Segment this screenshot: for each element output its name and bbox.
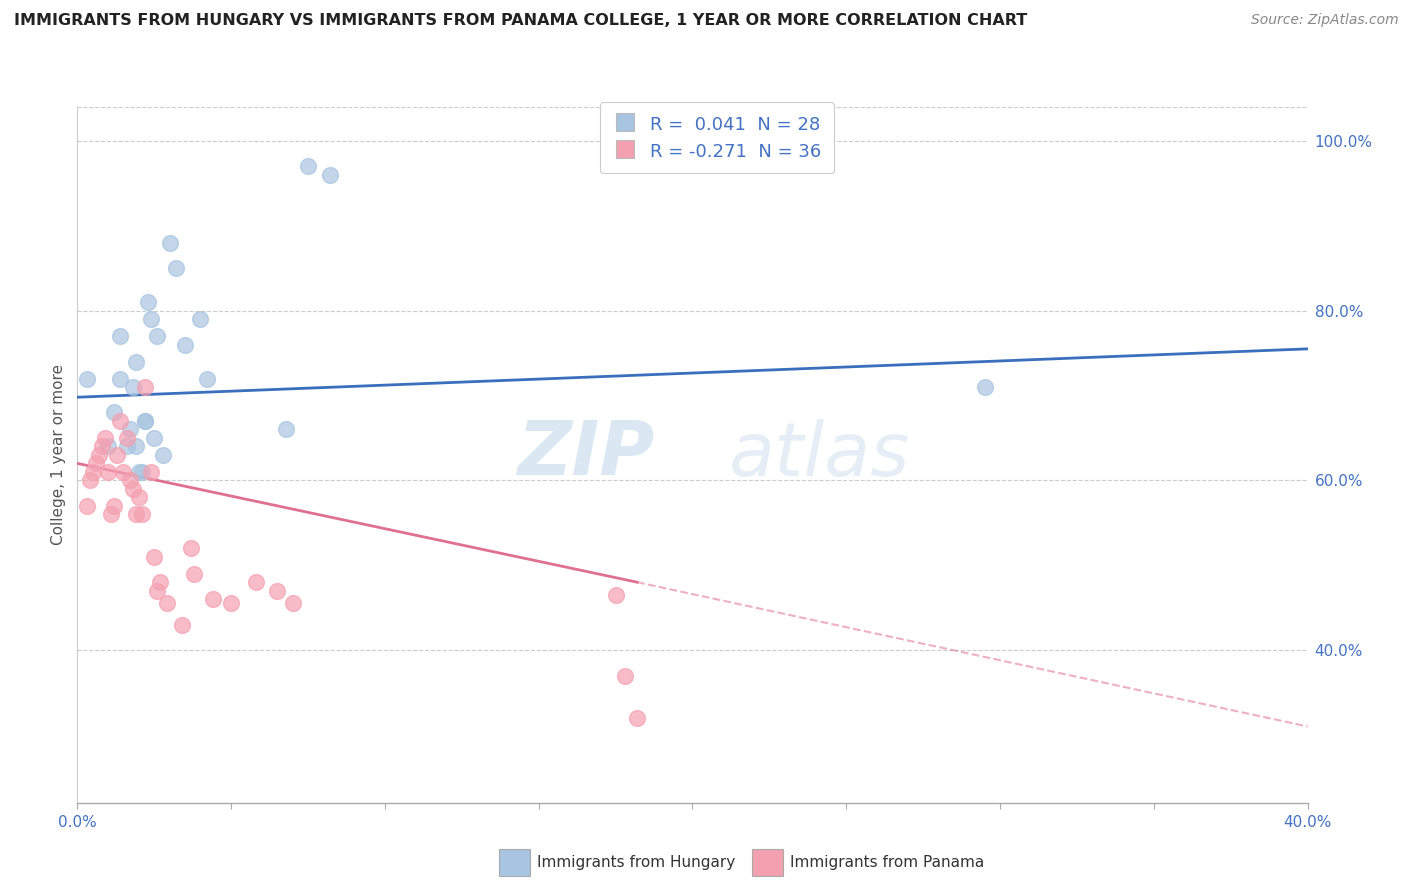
Point: [605, 588, 627, 602]
Point: [115, 431, 138, 445]
Point: [87, 448, 110, 462]
Point: [76, 371, 98, 385]
FancyBboxPatch shape: [752, 849, 783, 876]
Point: [180, 541, 202, 556]
Point: [276, 422, 298, 436]
Point: [219, 596, 242, 610]
Text: atlas: atlas: [730, 419, 911, 491]
Point: [134, 380, 156, 394]
Point: [183, 566, 205, 581]
Point: [90, 439, 114, 453]
Point: [128, 491, 150, 505]
Point: [118, 474, 141, 488]
Point: [318, 168, 340, 182]
Legend: R =  0.041  N = 28, R = -0.271  N = 36: R = 0.041 N = 28, R = -0.271 N = 36: [600, 103, 834, 173]
Point: [125, 508, 148, 522]
Point: [146, 583, 169, 598]
Point: [112, 465, 135, 479]
Y-axis label: College, 1 year or more: College, 1 year or more: [51, 365, 66, 545]
Point: [121, 482, 143, 496]
Point: [94, 431, 117, 445]
Point: [152, 448, 174, 462]
Point: [125, 439, 148, 453]
Point: [131, 508, 153, 522]
Point: [82, 465, 104, 479]
Point: [174, 337, 197, 351]
Point: [281, 596, 304, 610]
Point: [134, 414, 156, 428]
Point: [141, 312, 163, 326]
Text: IMMIGRANTS FROM HUNGARY VS IMMIGRANTS FROM PANAMA COLLEGE, 1 YEAR OR MORE CORREL: IMMIGRANTS FROM HUNGARY VS IMMIGRANTS FR…: [14, 13, 1028, 29]
Point: [110, 371, 132, 385]
Point: [105, 448, 128, 462]
Point: [100, 508, 122, 522]
FancyBboxPatch shape: [499, 849, 530, 876]
Point: [155, 596, 177, 610]
Point: [143, 431, 166, 445]
Point: [110, 414, 132, 428]
Point: [118, 422, 141, 436]
Point: [97, 465, 120, 479]
Point: [84, 457, 107, 471]
Text: ZIP: ZIP: [519, 418, 655, 491]
Point: [626, 711, 648, 725]
Text: Immigrants from Hungary: Immigrants from Hungary: [537, 855, 735, 870]
Point: [97, 439, 120, 453]
Point: [79, 474, 101, 488]
Text: Source: ZipAtlas.com: Source: ZipAtlas.com: [1251, 13, 1399, 28]
Point: [103, 499, 125, 513]
Point: [170, 617, 193, 632]
Point: [613, 668, 636, 682]
Point: [134, 414, 156, 428]
Text: Immigrants from Panama: Immigrants from Panama: [790, 855, 984, 870]
Point: [128, 465, 150, 479]
Point: [115, 439, 138, 453]
Point: [76, 499, 98, 513]
Point: [245, 575, 267, 590]
Point: [121, 380, 143, 394]
Point: [125, 354, 148, 368]
Point: [141, 465, 163, 479]
Point: [103, 405, 125, 419]
Point: [188, 312, 212, 326]
Point: [159, 235, 181, 250]
Point: [131, 465, 153, 479]
Point: [973, 380, 995, 394]
Point: [201, 592, 224, 607]
Point: [297, 160, 319, 174]
Point: [110, 329, 132, 343]
Point: [266, 583, 288, 598]
Point: [143, 549, 166, 564]
Point: [195, 371, 218, 385]
Point: [146, 329, 169, 343]
Point: [165, 261, 187, 276]
Point: [149, 575, 172, 590]
Point: [136, 295, 159, 310]
